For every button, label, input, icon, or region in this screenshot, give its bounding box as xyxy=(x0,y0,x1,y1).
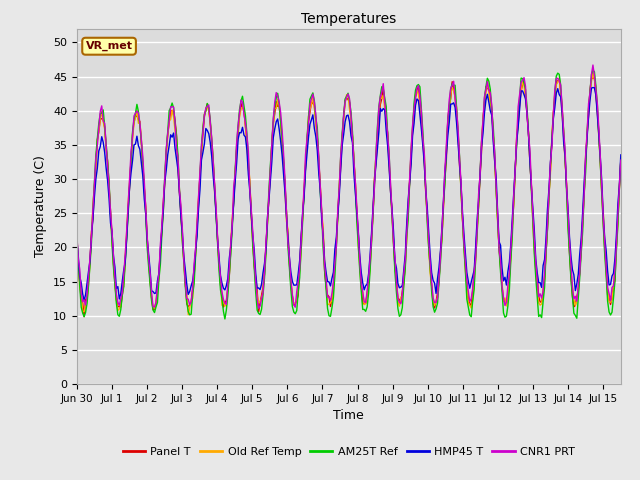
Line: HMP45 T: HMP45 T xyxy=(77,87,621,300)
CNR1 PRT xyxy=(608,285,616,290)
Panel T xyxy=(80,314,88,320)
X-axis label: Time: Time xyxy=(333,409,364,422)
AM25T Ref xyxy=(142,211,150,217)
AM25T Ref xyxy=(258,306,266,312)
Line: CNR1 PRT: CNR1 PRT xyxy=(77,65,621,308)
AM25T Ref xyxy=(473,232,481,238)
HMP45 T xyxy=(617,152,625,158)
Y-axis label: Temperature (C): Temperature (C) xyxy=(35,156,47,257)
AM25T Ref xyxy=(163,146,170,152)
Old Ref Temp xyxy=(184,312,192,318)
Old Ref Temp xyxy=(351,181,359,187)
CNR1 PRT xyxy=(73,230,81,236)
Panel T xyxy=(617,158,625,164)
CNR1 PRT xyxy=(473,227,481,232)
Old Ref Temp xyxy=(617,157,625,163)
HMP45 T xyxy=(608,273,616,279)
Old Ref Temp xyxy=(258,295,266,301)
AM25T Ref xyxy=(589,67,596,73)
HMP45 T xyxy=(258,281,266,287)
HMP45 T xyxy=(473,217,481,223)
Old Ref Temp xyxy=(142,210,150,216)
HMP45 T xyxy=(164,152,172,158)
Panel T xyxy=(351,181,359,187)
HMP45 T xyxy=(143,236,151,242)
CNR1 PRT xyxy=(258,296,266,301)
CNR1 PRT xyxy=(351,180,359,186)
AM25T Ref xyxy=(608,310,616,315)
Title: Temperatures: Temperatures xyxy=(301,12,396,26)
CNR1 PRT xyxy=(255,305,262,311)
Text: VR_met: VR_met xyxy=(86,41,132,51)
Old Ref Temp xyxy=(473,230,481,236)
HMP45 T xyxy=(80,298,88,303)
Old Ref Temp xyxy=(163,154,170,160)
HMP45 T xyxy=(73,237,81,242)
AM25T Ref xyxy=(351,187,359,192)
AM25T Ref xyxy=(617,157,625,163)
CNR1 PRT xyxy=(617,157,625,163)
CNR1 PRT xyxy=(589,62,596,68)
Old Ref Temp xyxy=(73,237,81,242)
Panel T xyxy=(258,292,266,298)
Line: Panel T: Panel T xyxy=(77,78,621,317)
CNR1 PRT xyxy=(142,205,150,211)
Panel T xyxy=(164,132,172,138)
Panel T xyxy=(591,75,598,81)
HMP45 T xyxy=(589,84,596,90)
Old Ref Temp xyxy=(589,69,596,75)
Panel T xyxy=(608,295,616,300)
Panel T xyxy=(143,235,151,241)
Panel T xyxy=(73,229,81,235)
AM25T Ref xyxy=(221,316,228,322)
Line: Old Ref Temp: Old Ref Temp xyxy=(77,72,621,315)
CNR1 PRT xyxy=(163,146,170,152)
Legend: Panel T, Old Ref Temp, AM25T Ref, HMP45 T, CNR1 PRT: Panel T, Old Ref Temp, AM25T Ref, HMP45 … xyxy=(118,443,579,462)
Old Ref Temp xyxy=(608,297,616,303)
AM25T Ref xyxy=(73,232,81,238)
HMP45 T xyxy=(351,190,359,196)
Line: AM25T Ref: AM25T Ref xyxy=(77,70,621,319)
Panel T xyxy=(473,225,481,231)
